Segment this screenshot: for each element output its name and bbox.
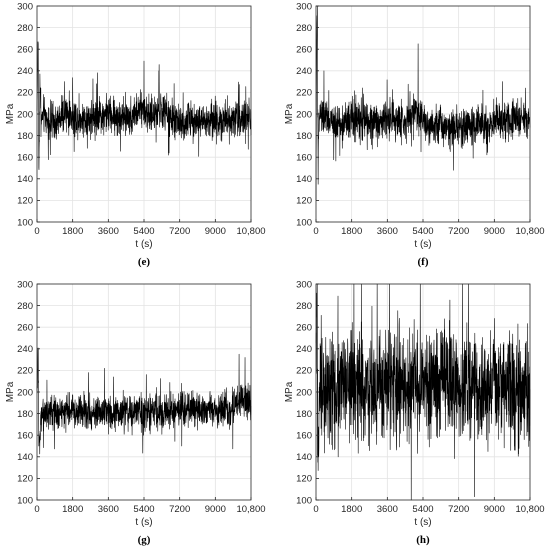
y-tick-label: 180 — [296, 409, 312, 420]
y-tick-label: 280 — [296, 23, 312, 34]
y-tick-label: 300 — [296, 1, 312, 12]
y-tick-label: 260 — [17, 323, 33, 334]
x-tick-label: 5400 — [412, 504, 433, 515]
chart-panel-h: 0 1800 3600 5400 7200 9000 10,800 100 120 140 160 1… — [284, 279, 545, 528]
y-tick-label: 100 — [17, 217, 33, 228]
x-tick-label: 7200 — [448, 226, 469, 237]
y-tick-label: 100 — [296, 217, 312, 228]
x-tick-label: 0 — [313, 226, 318, 237]
y-tick-label: 160 — [296, 431, 312, 442]
y-tick-label: 200 — [296, 387, 312, 398]
y-tick-label: 180 — [17, 409, 33, 420]
x-axis-label: t (s) — [135, 517, 152, 528]
x-tick-label: 0 — [313, 504, 318, 515]
series-line — [36, 41, 252, 170]
x-axis-label: t (s) — [414, 517, 431, 528]
x-tick-label: 9000 — [484, 504, 505, 515]
y-tick-label: 140 — [296, 452, 312, 463]
series-line — [315, 283, 531, 501]
panel-caption-f: (f) — [417, 256, 429, 268]
x-tick-label: 3600 — [377, 226, 398, 237]
chart-panel-g: 0 1800 3600 5400 7200 9000 10,800 100 120 140 160 1… — [5, 279, 266, 528]
y-tick-label: 300 — [17, 279, 33, 290]
y-tick-label: 240 — [17, 344, 33, 355]
x-tick-label: 1800 — [62, 504, 83, 515]
y-tick-label: 280 — [17, 301, 33, 312]
y-axis-label: MPa — [284, 103, 295, 124]
x-tick-label: 3600 — [98, 504, 119, 515]
y-tick-label: 120 — [296, 196, 312, 207]
chart-panel-f: 0 1800 3600 5400 7200 9000 10,800 100 120 140 160 1… — [284, 1, 545, 250]
x-tick-label: 9000 — [484, 226, 505, 237]
x-tick-label: 10,800 — [515, 504, 544, 515]
y-tick-label: 180 — [296, 131, 312, 142]
x-tick-label: 0 — [34, 226, 39, 237]
y-tick-label: 220 — [296, 366, 312, 377]
y-axis-label: MPa — [5, 381, 16, 402]
y-tick-label: 220 — [17, 366, 33, 377]
series-line — [315, 5, 531, 201]
x-tick-label: 1800 — [341, 226, 362, 237]
x-tick-label: 7200 — [169, 226, 190, 237]
y-tick-label: 100 — [296, 495, 312, 506]
y-axis-label: MPa — [5, 103, 16, 124]
panel-caption-h: (h) — [416, 534, 430, 546]
y-tick-label: 120 — [17, 196, 33, 207]
y-tick-label: 260 — [296, 45, 312, 56]
x-tick-label: 5400 — [412, 226, 433, 237]
x-axis-label: t (s) — [414, 239, 431, 250]
x-axis-label: t (s) — [135, 239, 152, 250]
y-tick-label: 220 — [17, 88, 33, 99]
x-tick-label: 10,800 — [515, 226, 544, 237]
y-tick-label: 280 — [17, 23, 33, 34]
y-tick-label: 240 — [296, 66, 312, 77]
x-tick-label: 7200 — [448, 504, 469, 515]
y-tick-label: 240 — [296, 344, 312, 355]
y-tick-label: 260 — [296, 323, 312, 334]
y-tick-label: 300 — [296, 279, 312, 290]
x-tick-label: 5400 — [133, 504, 154, 515]
y-tick-label: 140 — [17, 452, 33, 463]
x-tick-label: 10,800 — [236, 226, 265, 237]
y-tick-label: 200 — [296, 109, 312, 120]
x-tick-label: 9000 — [205, 504, 226, 515]
y-tick-label: 120 — [17, 474, 33, 485]
y-tick-label: 220 — [296, 88, 312, 99]
x-tick-label: 0 — [34, 504, 39, 515]
y-tick-label: 280 — [296, 301, 312, 312]
y-tick-label: 120 — [296, 474, 312, 485]
y-tick-label: 140 — [17, 174, 33, 185]
y-tick-label: 300 — [17, 1, 33, 12]
y-tick-label: 140 — [296, 174, 312, 185]
x-tick-label: 9000 — [205, 226, 226, 237]
x-tick-label: 5400 — [133, 226, 154, 237]
chart-panel-e: 0 1800 3600 5400 7200 9000 10,800 100 120 140 160 1… — [5, 1, 266, 250]
y-tick-label: 240 — [17, 66, 33, 77]
panel-caption-e: (e) — [137, 256, 151, 268]
y-tick-label: 200 — [17, 387, 33, 398]
series-line — [36, 347, 252, 455]
y-tick-label: 200 — [17, 109, 33, 120]
x-tick-label: 10,800 — [236, 504, 265, 515]
x-tick-label: 1800 — [341, 504, 362, 515]
y-tick-label: 160 — [17, 153, 33, 164]
panel-caption-g: (g) — [137, 534, 151, 546]
x-tick-label: 7200 — [169, 504, 190, 515]
y-tick-label: 260 — [17, 45, 33, 56]
y-tick-label: 160 — [296, 153, 312, 164]
y-tick-label: 180 — [17, 131, 33, 142]
x-tick-label: 1800 — [62, 226, 83, 237]
y-tick-label: 100 — [17, 495, 33, 506]
y-tick-label: 160 — [17, 431, 33, 442]
y-axis-label: MPa — [284, 381, 295, 402]
x-tick-label: 3600 — [377, 504, 398, 515]
x-tick-label: 3600 — [98, 226, 119, 237]
